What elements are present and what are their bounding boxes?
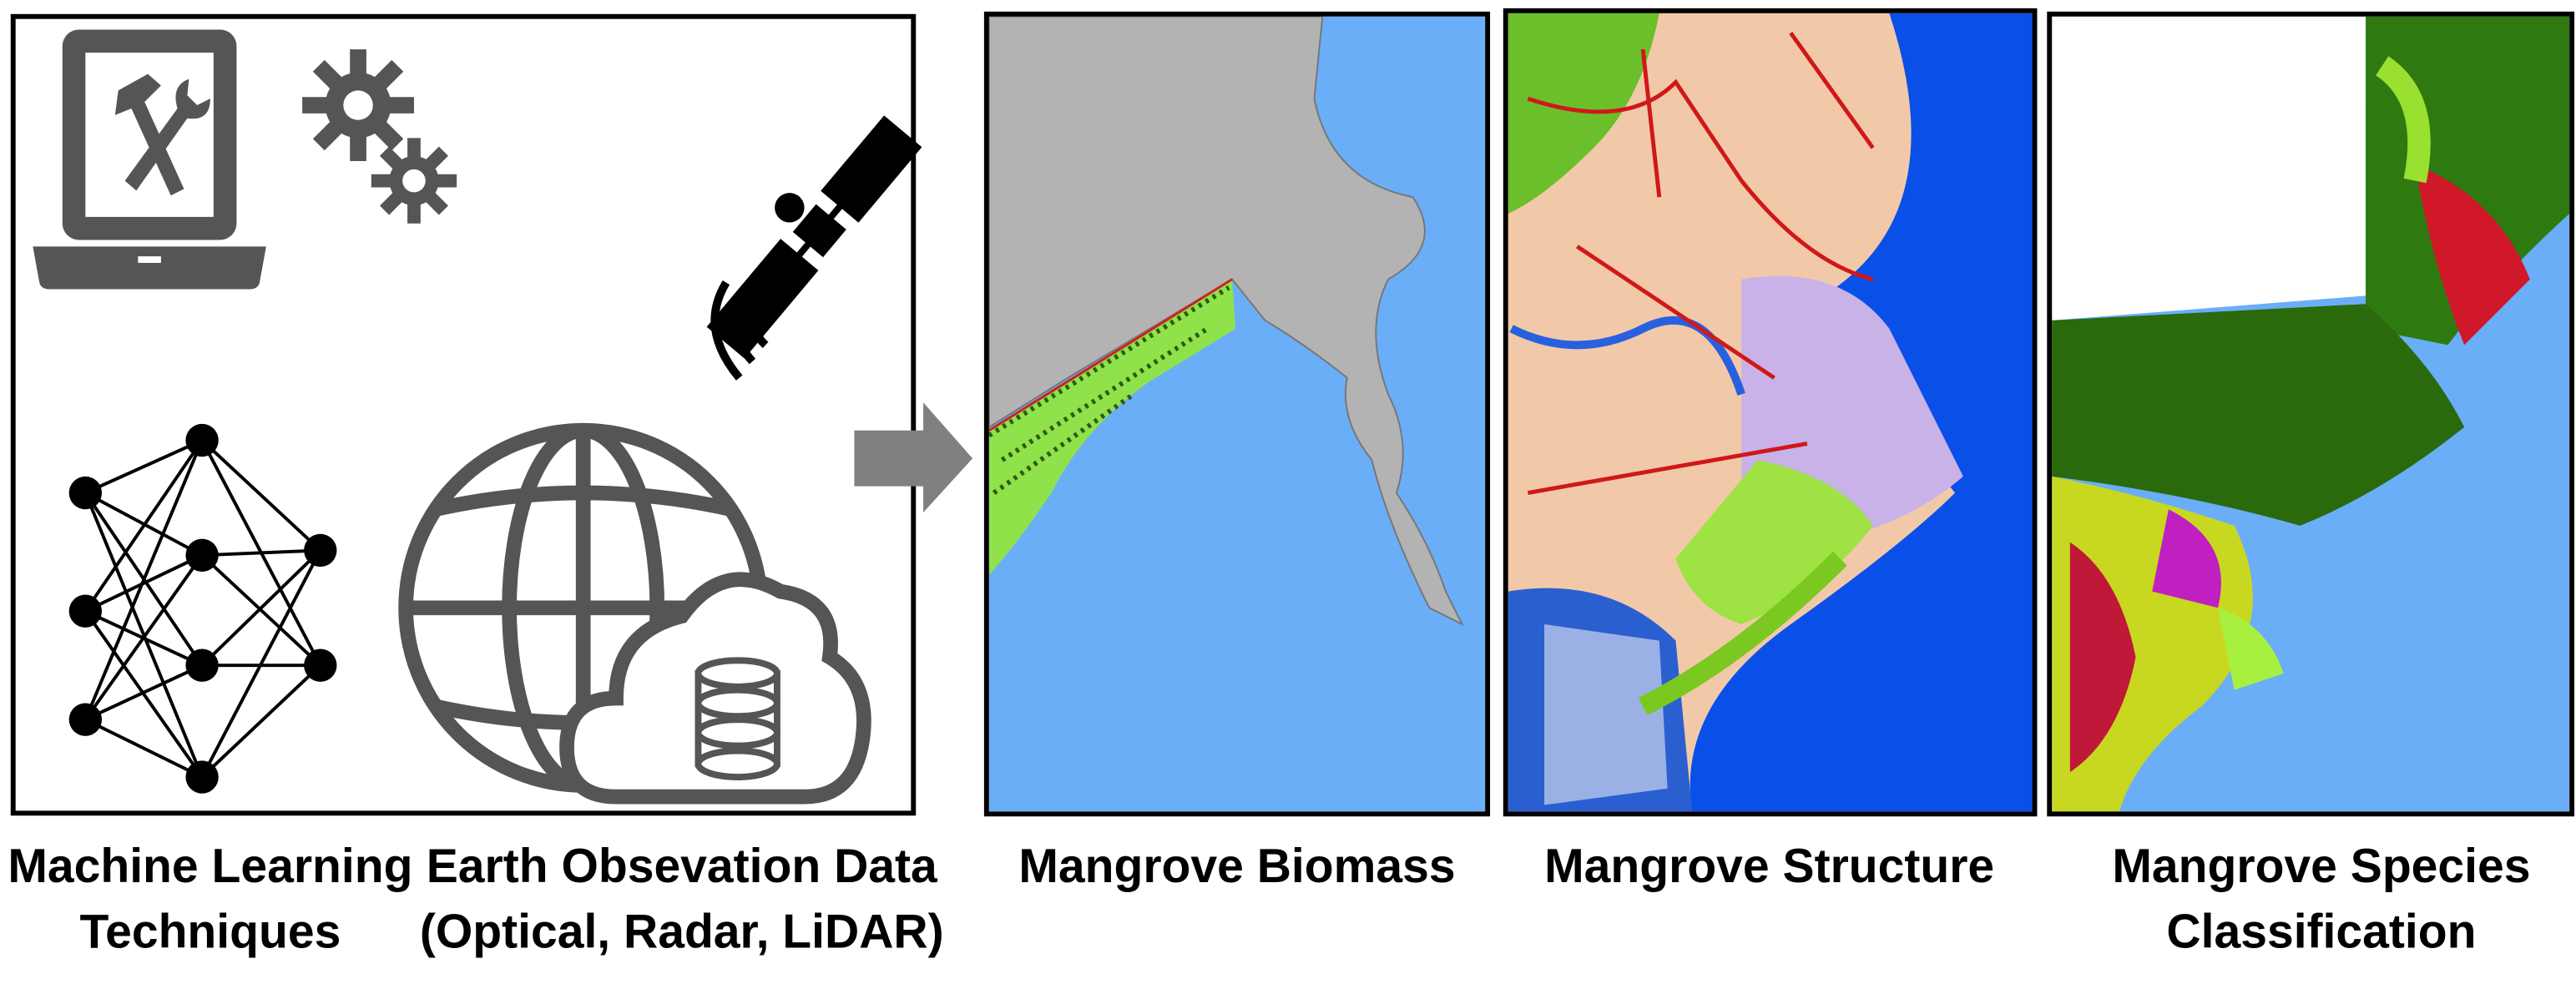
nn-node — [68, 594, 103, 628]
biomass-map — [988, 16, 1486, 812]
label-line: Classification — [2166, 906, 2476, 959]
nn-node — [185, 648, 219, 682]
label-line: Mangrove Species — [2112, 840, 2530, 893]
label-line: (Optical, Radar, LiDAR) — [420, 906, 944, 959]
nn-edge — [83, 439, 204, 720]
nn-node — [304, 648, 337, 682]
signal-waves — [710, 280, 769, 381]
species-map — [2052, 16, 2570, 812]
nn-node — [68, 476, 103, 510]
nn-edge — [83, 554, 204, 721]
structure-frame — [1503, 8, 2038, 817]
biomass-frame — [983, 11, 1491, 817]
cloud-database-icon — [559, 572, 871, 805]
label-biomass: Mangrove Biomass — [1018, 840, 1455, 893]
nn-edge — [200, 553, 322, 667]
nn-edge — [84, 438, 203, 495]
label-line: Earth Obsevation Data — [427, 840, 938, 893]
nn-edge — [200, 439, 322, 552]
label-structure: Mangrove Structure — [1544, 840, 1994, 893]
nn-edge — [201, 548, 321, 558]
nn-edge — [84, 664, 203, 721]
flow-arrow — [854, 402, 973, 513]
nn-node — [185, 760, 219, 794]
nn-edge — [83, 439, 204, 613]
neural-network-icon — [68, 423, 337, 794]
label-species: Mangrove Species Classification — [2112, 840, 2530, 959]
label-ml: Machine Learning Techniques — [8, 840, 412, 959]
nn-edge — [200, 549, 322, 667]
laptop-icon — [33, 29, 266, 290]
nn-edge — [84, 718, 203, 779]
label-line: Mangrove Structure — [1544, 840, 1994, 893]
label-line: Techniques — [79, 906, 341, 959]
nn-node — [185, 538, 219, 573]
nn-node — [185, 423, 219, 457]
gears-icon — [302, 49, 457, 224]
label-line: Machine Learning — [8, 840, 412, 893]
nn-node — [68, 703, 103, 736]
nn-edge — [200, 549, 322, 778]
nn-node — [304, 533, 337, 568]
structure-map — [1508, 13, 2033, 812]
species-frame — [2047, 11, 2575, 817]
nn-edge — [200, 664, 322, 779]
label-eo: Earth Obsevation Data (Optical, Radar, Li… — [420, 840, 944, 959]
label-line: Mangrove Biomass — [1018, 840, 1455, 893]
